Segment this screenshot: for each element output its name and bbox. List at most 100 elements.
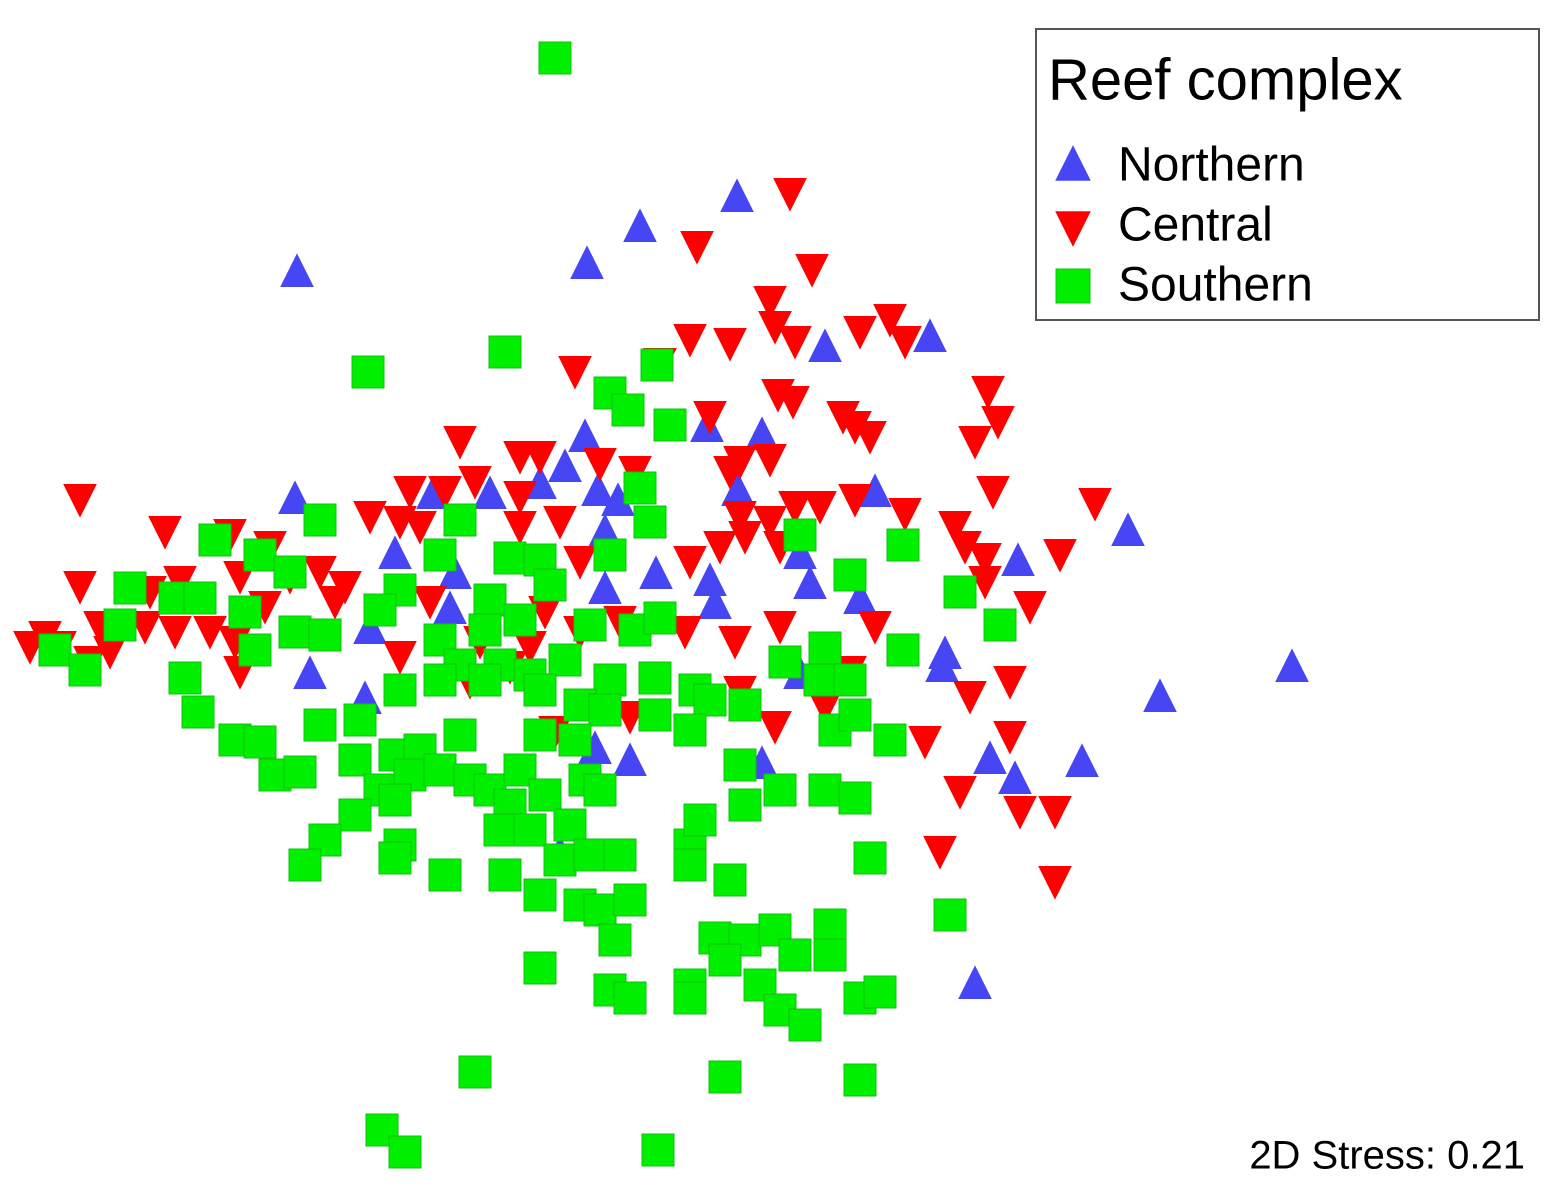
point: [63, 571, 97, 605]
point: [148, 516, 182, 550]
point: [423, 538, 457, 572]
point: [728, 688, 762, 722]
point: [1001, 542, 1035, 576]
point: [303, 708, 337, 742]
point: [838, 698, 872, 732]
point: [468, 663, 502, 697]
point: [886, 528, 920, 562]
point: [503, 603, 537, 637]
point: [933, 898, 967, 932]
point: [853, 841, 887, 875]
point: [538, 41, 572, 75]
point: [788, 1008, 822, 1042]
point: [1038, 866, 1072, 900]
point: [673, 981, 707, 1015]
point: [403, 511, 437, 545]
point: [728, 788, 762, 822]
point: [543, 506, 577, 540]
point: [570, 245, 604, 279]
point: [548, 643, 582, 677]
point: [713, 863, 747, 897]
point: [128, 611, 162, 645]
point: [583, 893, 617, 927]
point: [568, 418, 602, 452]
point: [971, 376, 1005, 410]
point: [558, 356, 592, 390]
point: [976, 476, 1010, 510]
point: [563, 546, 597, 580]
point: [168, 661, 202, 695]
point: [778, 326, 812, 360]
point: [908, 726, 942, 760]
point: [338, 743, 372, 777]
point: [718, 626, 752, 660]
point: [758, 711, 792, 745]
point: [458, 466, 492, 500]
point: [183, 581, 217, 615]
point: [428, 858, 462, 892]
point: [443, 718, 477, 752]
point: [593, 538, 627, 572]
point: [753, 506, 787, 540]
point: [886, 633, 920, 667]
point: [573, 838, 607, 872]
point: [993, 666, 1027, 700]
point: [13, 631, 47, 665]
point: [753, 444, 787, 478]
legend-label: Central: [1118, 199, 1273, 252]
point: [639, 555, 673, 589]
point: [503, 481, 537, 515]
point: [318, 586, 352, 620]
point: [458, 1055, 492, 1089]
point: [763, 773, 797, 807]
point: [353, 610, 387, 644]
point: [783, 518, 817, 552]
point: [795, 254, 829, 288]
point: [1043, 539, 1077, 573]
point: [698, 585, 732, 619]
point: [283, 755, 317, 789]
point: [113, 571, 147, 605]
point: [413, 586, 447, 620]
point: [673, 324, 707, 358]
point: [638, 661, 672, 695]
point: [943, 776, 977, 810]
point: [753, 286, 787, 320]
point: [1038, 796, 1072, 830]
point: [776, 386, 810, 420]
point: [558, 723, 592, 757]
point: [581, 472, 615, 506]
point: [998, 760, 1032, 794]
point: [973, 740, 1007, 774]
point: [280, 253, 314, 287]
point: [243, 538, 277, 572]
point: [783, 535, 817, 569]
point: [523, 878, 557, 912]
point: [343, 703, 377, 737]
point: [488, 858, 522, 892]
point: [468, 613, 502, 647]
point: [673, 546, 707, 580]
point: [888, 498, 922, 532]
point: [778, 938, 812, 972]
point: [473, 583, 507, 617]
point: [433, 590, 467, 624]
point: [923, 836, 957, 870]
point: [378, 535, 412, 569]
point: [808, 328, 842, 362]
point: [943, 575, 977, 609]
point: [623, 208, 657, 242]
point: [1143, 678, 1177, 712]
point: [693, 401, 727, 435]
point: [708, 943, 742, 977]
point: [773, 178, 807, 212]
point: [603, 838, 637, 872]
point: [703, 531, 737, 565]
point: [243, 725, 277, 759]
point: [938, 511, 972, 545]
point: [593, 663, 627, 697]
point: [983, 608, 1017, 642]
point: [958, 426, 992, 460]
point: [308, 618, 342, 652]
stress-annotation: 2D Stress: 0.21: [1249, 1134, 1525, 1178]
